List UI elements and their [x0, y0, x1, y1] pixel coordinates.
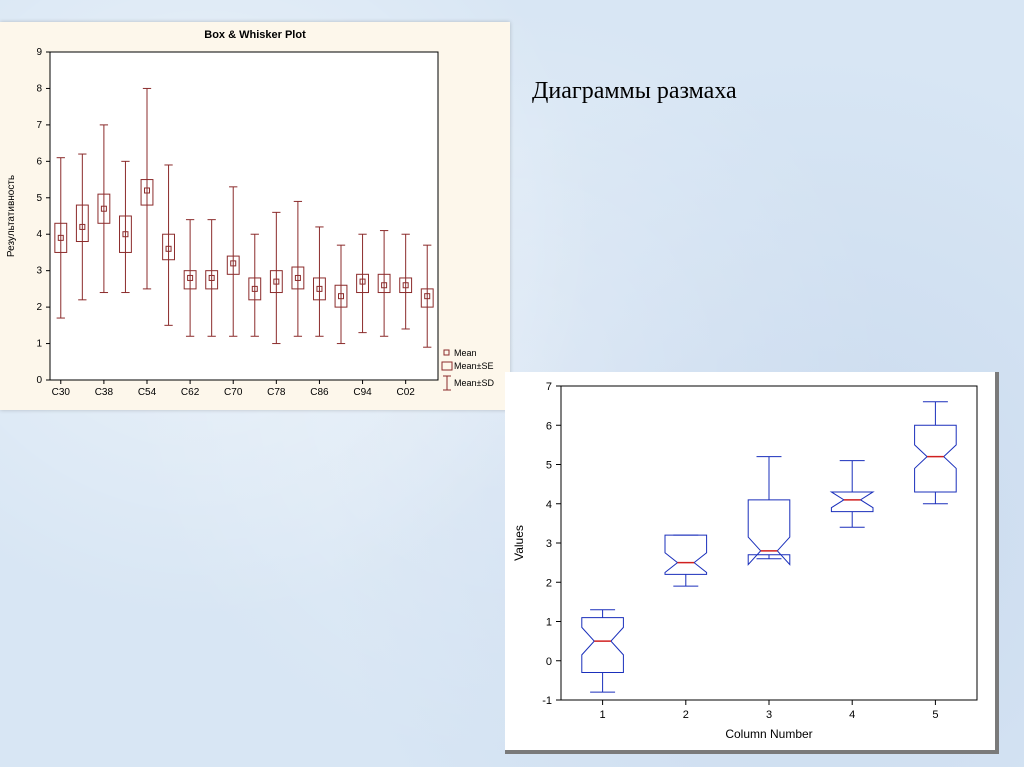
chart2-ylabel: Values — [512, 525, 526, 561]
chart1-ytick: 2 — [36, 302, 42, 313]
chart1-xtick: C02 — [396, 387, 415, 398]
chart1-ytick: 5 — [36, 193, 42, 204]
slide-background: Диаграммы размаха Box & Whisker Plot 0 1 2 3… — [0, 0, 1024, 767]
chart2-xtick: 5 — [932, 709, 938, 721]
chart1-ytick: 7 — [36, 120, 42, 131]
chart2-ytick: 7 — [546, 381, 552, 393]
chart2-ytick: 5 — [546, 460, 552, 472]
chart1-xtick: C30 — [52, 387, 71, 398]
legend-mean-se: Mean±SE — [454, 361, 493, 371]
chart2-xtick: 3 — [766, 709, 772, 721]
chart2-ytick: -1 — [542, 695, 552, 707]
chart1-xtick: C54 — [138, 387, 157, 398]
chart2-xtick: 2 — [683, 709, 689, 721]
chart1-xtick: C86 — [310, 387, 329, 398]
chart2-xlabel: Column Number — [725, 727, 812, 741]
chart2-xtick: 1 — [600, 709, 606, 721]
chart1-xtick: C78 — [267, 387, 286, 398]
chart1-ylabel: Результативность — [6, 175, 17, 257]
chart1-ytick: 6 — [36, 156, 42, 167]
chart2-ytick: 1 — [546, 617, 552, 629]
chart1-xtick: C38 — [95, 387, 114, 398]
chart2-svg: -1 0 1 2 3 4 5 6 7 1 2 3 4 5 Column Number Values — [505, 372, 995, 750]
chart1-xtick: C94 — [353, 387, 372, 398]
chart1-xtick: C70 — [224, 387, 243, 398]
chart1-xtick: C62 — [181, 387, 200, 398]
chart1-ytick: 0 — [36, 375, 42, 386]
chart2-ytick: 6 — [546, 420, 552, 432]
boxplot-chart-2: -1 0 1 2 3 4 5 6 7 1 2 3 4 5 Column Number Values — [505, 372, 999, 754]
page-title: Диаграммы размаха — [532, 78, 737, 105]
chart2-ytick: 4 — [546, 499, 552, 511]
chart1-title: Box & Whisker Plot — [204, 29, 306, 41]
chart1-ytick: 4 — [36, 229, 42, 240]
chart1-ytick: 3 — [36, 266, 42, 277]
chart1-ytick: 8 — [36, 83, 42, 94]
chart1-ytick: 1 — [36, 339, 42, 350]
chart2-xtick: 4 — [849, 709, 855, 721]
legend-mean: Mean — [454, 348, 477, 358]
chart1-ytick: 9 — [36, 47, 42, 58]
chart2-ytick: 0 — [546, 656, 552, 668]
chart1-svg: Box & Whisker Plot 0 1 2 3 4 5 6 7 8 9 Результативн… — [0, 22, 510, 410]
chart2-ytick: 2 — [546, 577, 552, 589]
legend-mean-sd: Mean±SD — [454, 378, 494, 388]
boxplot-chart-1: Box & Whisker Plot 0 1 2 3 4 5 6 7 8 9 Результативн… — [0, 22, 510, 410]
chart2-ytick: 3 — [546, 538, 552, 550]
